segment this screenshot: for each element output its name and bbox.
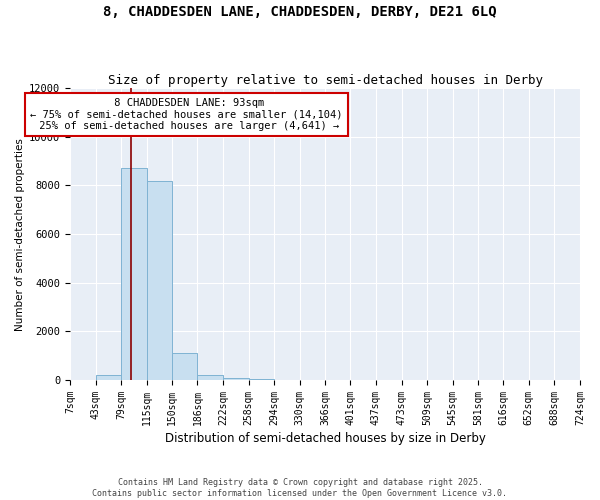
Bar bbox=[147, 180, 172, 380]
Text: Contains HM Land Registry data © Crown copyright and database right 2025.
Contai: Contains HM Land Registry data © Crown c… bbox=[92, 478, 508, 498]
Text: 8 CHADDESDEN LANE: 93sqm
← 75% of semi-detached houses are smaller (14,104)
 25%: 8 CHADDESDEN LANE: 93sqm ← 75% of semi-d… bbox=[30, 98, 342, 131]
X-axis label: Distribution of semi-detached houses by size in Derby: Distribution of semi-detached houses by … bbox=[164, 432, 485, 445]
Title: Size of property relative to semi-detached houses in Derby: Size of property relative to semi-detach… bbox=[107, 74, 542, 87]
Text: 8, CHADDESDEN LANE, CHADDESDEN, DERBY, DE21 6LQ: 8, CHADDESDEN LANE, CHADDESDEN, DERBY, D… bbox=[103, 5, 497, 19]
Bar bbox=[121, 168, 147, 380]
Bar bbox=[172, 354, 197, 380]
Bar bbox=[96, 375, 121, 380]
Y-axis label: Number of semi-detached properties: Number of semi-detached properties bbox=[15, 138, 25, 330]
Bar bbox=[223, 378, 248, 380]
Bar bbox=[197, 375, 223, 380]
